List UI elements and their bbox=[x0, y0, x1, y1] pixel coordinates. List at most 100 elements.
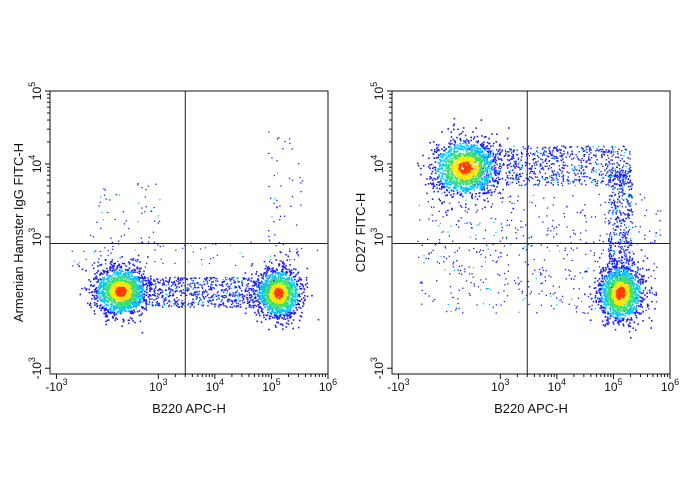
data-point bbox=[253, 292, 256, 295]
data-point bbox=[138, 295, 140, 297]
data-point bbox=[584, 175, 586, 178]
data-point bbox=[472, 146, 474, 148]
data-point bbox=[283, 314, 286, 317]
data-point bbox=[155, 298, 157, 300]
data-point bbox=[298, 303, 300, 306]
data-point bbox=[104, 259, 107, 261]
data-point bbox=[288, 288, 291, 290]
data-point bbox=[552, 173, 555, 175]
data-point bbox=[245, 287, 247, 289]
data-point bbox=[270, 297, 272, 300]
data-point bbox=[151, 303, 153, 306]
data-point bbox=[137, 292, 140, 294]
data-point bbox=[279, 285, 282, 287]
data-point bbox=[549, 153, 552, 155]
data-point bbox=[111, 288, 113, 290]
data-point bbox=[629, 169, 631, 171]
data-point bbox=[129, 301, 132, 304]
data-point bbox=[271, 280, 273, 283]
data-point bbox=[96, 277, 98, 279]
data-point bbox=[113, 286, 115, 288]
data-point bbox=[556, 160, 558, 162]
data-point bbox=[228, 299, 230, 301]
data-point bbox=[285, 253, 287, 256]
data-point bbox=[130, 312, 132, 314]
data-point bbox=[294, 302, 296, 304]
data-point bbox=[586, 145, 588, 148]
data-point bbox=[270, 289, 273, 291]
data-point bbox=[187, 304, 189, 306]
data-point bbox=[174, 283, 176, 285]
data-point bbox=[155, 301, 158, 304]
data-point bbox=[282, 318, 285, 320]
data-point bbox=[139, 281, 142, 284]
data-point bbox=[127, 288, 129, 291]
data-point bbox=[108, 294, 110, 297]
data-point bbox=[296, 248, 298, 250]
data-point bbox=[468, 148, 471, 150]
data-point bbox=[518, 175, 520, 177]
data-point bbox=[228, 294, 231, 297]
data-point bbox=[252, 299, 254, 301]
data-point bbox=[99, 250, 101, 253]
data-point bbox=[122, 288, 125, 291]
data-point bbox=[201, 292, 204, 295]
data-point bbox=[119, 284, 121, 286]
data-point bbox=[145, 291, 148, 294]
data-point bbox=[145, 282, 148, 285]
data-point bbox=[136, 285, 139, 288]
data-point bbox=[182, 282, 184, 284]
data-point bbox=[133, 289, 135, 291]
data-point bbox=[128, 276, 131, 279]
data-point bbox=[121, 325, 123, 327]
data-point bbox=[296, 251, 298, 254]
data-point bbox=[595, 169, 598, 171]
data-point bbox=[259, 288, 261, 290]
data-point bbox=[112, 267, 115, 270]
data-point bbox=[125, 299, 128, 301]
data-point bbox=[232, 294, 234, 296]
data-point bbox=[239, 252, 241, 254]
data-point bbox=[243, 278, 246, 280]
data-point bbox=[143, 300, 145, 302]
data-point bbox=[193, 286, 196, 289]
data-point bbox=[580, 171, 582, 173]
data-point bbox=[234, 300, 236, 302]
data-point bbox=[285, 290, 288, 292]
data-point bbox=[115, 317, 117, 319]
data-point bbox=[163, 284, 165, 286]
data-point bbox=[179, 282, 181, 284]
data-point bbox=[286, 305, 289, 307]
data-point bbox=[210, 286, 212, 288]
data-point bbox=[224, 289, 227, 291]
data-point bbox=[262, 286, 265, 289]
data-point bbox=[473, 183, 476, 186]
data-point bbox=[105, 323, 107, 326]
data-point bbox=[289, 284, 292, 286]
data-point bbox=[555, 175, 558, 177]
data-point bbox=[294, 290, 297, 293]
data-point bbox=[262, 291, 264, 294]
data-point bbox=[624, 170, 627, 172]
data-point bbox=[286, 295, 288, 297]
data-point bbox=[619, 176, 622, 178]
data-point bbox=[568, 172, 570, 174]
data-point bbox=[107, 211, 109, 214]
data-point bbox=[280, 307, 283, 309]
data-point bbox=[111, 311, 114, 314]
data-point bbox=[623, 154, 625, 157]
data-point bbox=[578, 151, 580, 153]
data-point bbox=[623, 160, 625, 163]
data-point bbox=[281, 303, 284, 306]
data-point bbox=[520, 158, 522, 161]
data-point bbox=[595, 150, 597, 152]
data-point bbox=[273, 300, 275, 302]
y-axis-label: Armenian Hamster IgG FITC-H bbox=[11, 143, 26, 322]
data-point bbox=[290, 311, 292, 314]
data-point bbox=[102, 288, 105, 290]
data-point bbox=[139, 295, 141, 297]
data-point bbox=[497, 156, 499, 159]
data-point bbox=[107, 280, 110, 282]
data-point bbox=[278, 277, 280, 279]
data-point bbox=[284, 280, 287, 283]
